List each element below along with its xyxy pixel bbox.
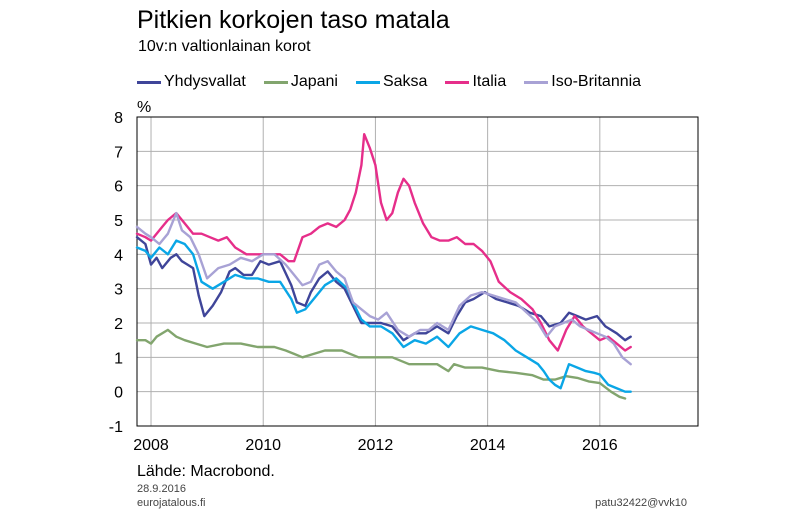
x-tick-label: 2008 (133, 437, 169, 454)
series-line-saksa (135, 239, 632, 393)
y-tick-label: 2 (114, 316, 123, 333)
y-tick-label: 5 (114, 213, 123, 230)
y-tick-label: 6 (114, 179, 123, 196)
x-tick-label: 2016 (582, 437, 618, 454)
y-tick-label: 0 (114, 385, 123, 402)
y-tick-label: 8 (114, 110, 123, 127)
legend-item-iso-britannia: Iso-Britannia (524, 73, 641, 91)
legend-label: Saksa (382, 73, 428, 90)
legend-item-yhdysvallat: Yhdysvallat (137, 73, 246, 91)
chart-code: patu32422@vvk10 (595, 497, 687, 509)
chart-subtitle: 10v:n valtionlainan korot (138, 38, 311, 55)
legend-label: Italia (472, 73, 507, 90)
legend-item-italia: Italia (445, 73, 506, 91)
series-line-japani (135, 328, 627, 400)
y-tick-label: 7 (114, 144, 123, 161)
y-axis-unit: % (137, 99, 152, 116)
y-tick-label: 4 (114, 247, 123, 264)
legend-swatch (137, 80, 161, 84)
x-tick-label: 2012 (358, 437, 394, 454)
y-tick-label: -1 (109, 419, 123, 436)
legend-label: Japani (290, 73, 338, 90)
x-tick-label: 2014 (470, 437, 506, 454)
legend-label: Yhdysvallat (164, 73, 246, 90)
plot-frame (136, 116, 699, 427)
y-tick-label: 1 (114, 350, 123, 367)
publish-date: 28.9.2016 (137, 483, 186, 495)
legend-item-japani: Japani (263, 73, 338, 91)
series-line-yhdysvallat (135, 235, 632, 342)
legend-item-saksa: Saksa (355, 73, 428, 91)
source-note: Lähde: Macrobond. (137, 463, 275, 480)
legend: Yhdysvallat Japani Saksa Italia Iso-Brit… (137, 73, 641, 91)
series-line-iso-britannia (135, 211, 632, 366)
x-tick-label: 2010 (245, 437, 281, 454)
site-name: eurojatalous.fi (137, 497, 206, 509)
legend-swatch (263, 80, 288, 84)
series-line-italia (135, 132, 632, 352)
legend-label: Iso-Britannia (551, 73, 642, 90)
legend-swatch (524, 80, 549, 84)
y-tick-label: 3 (114, 282, 123, 299)
legend-swatch (445, 80, 470, 84)
chart-title: Pitkien korkojen taso matala (137, 6, 450, 34)
legend-swatch (355, 80, 380, 84)
